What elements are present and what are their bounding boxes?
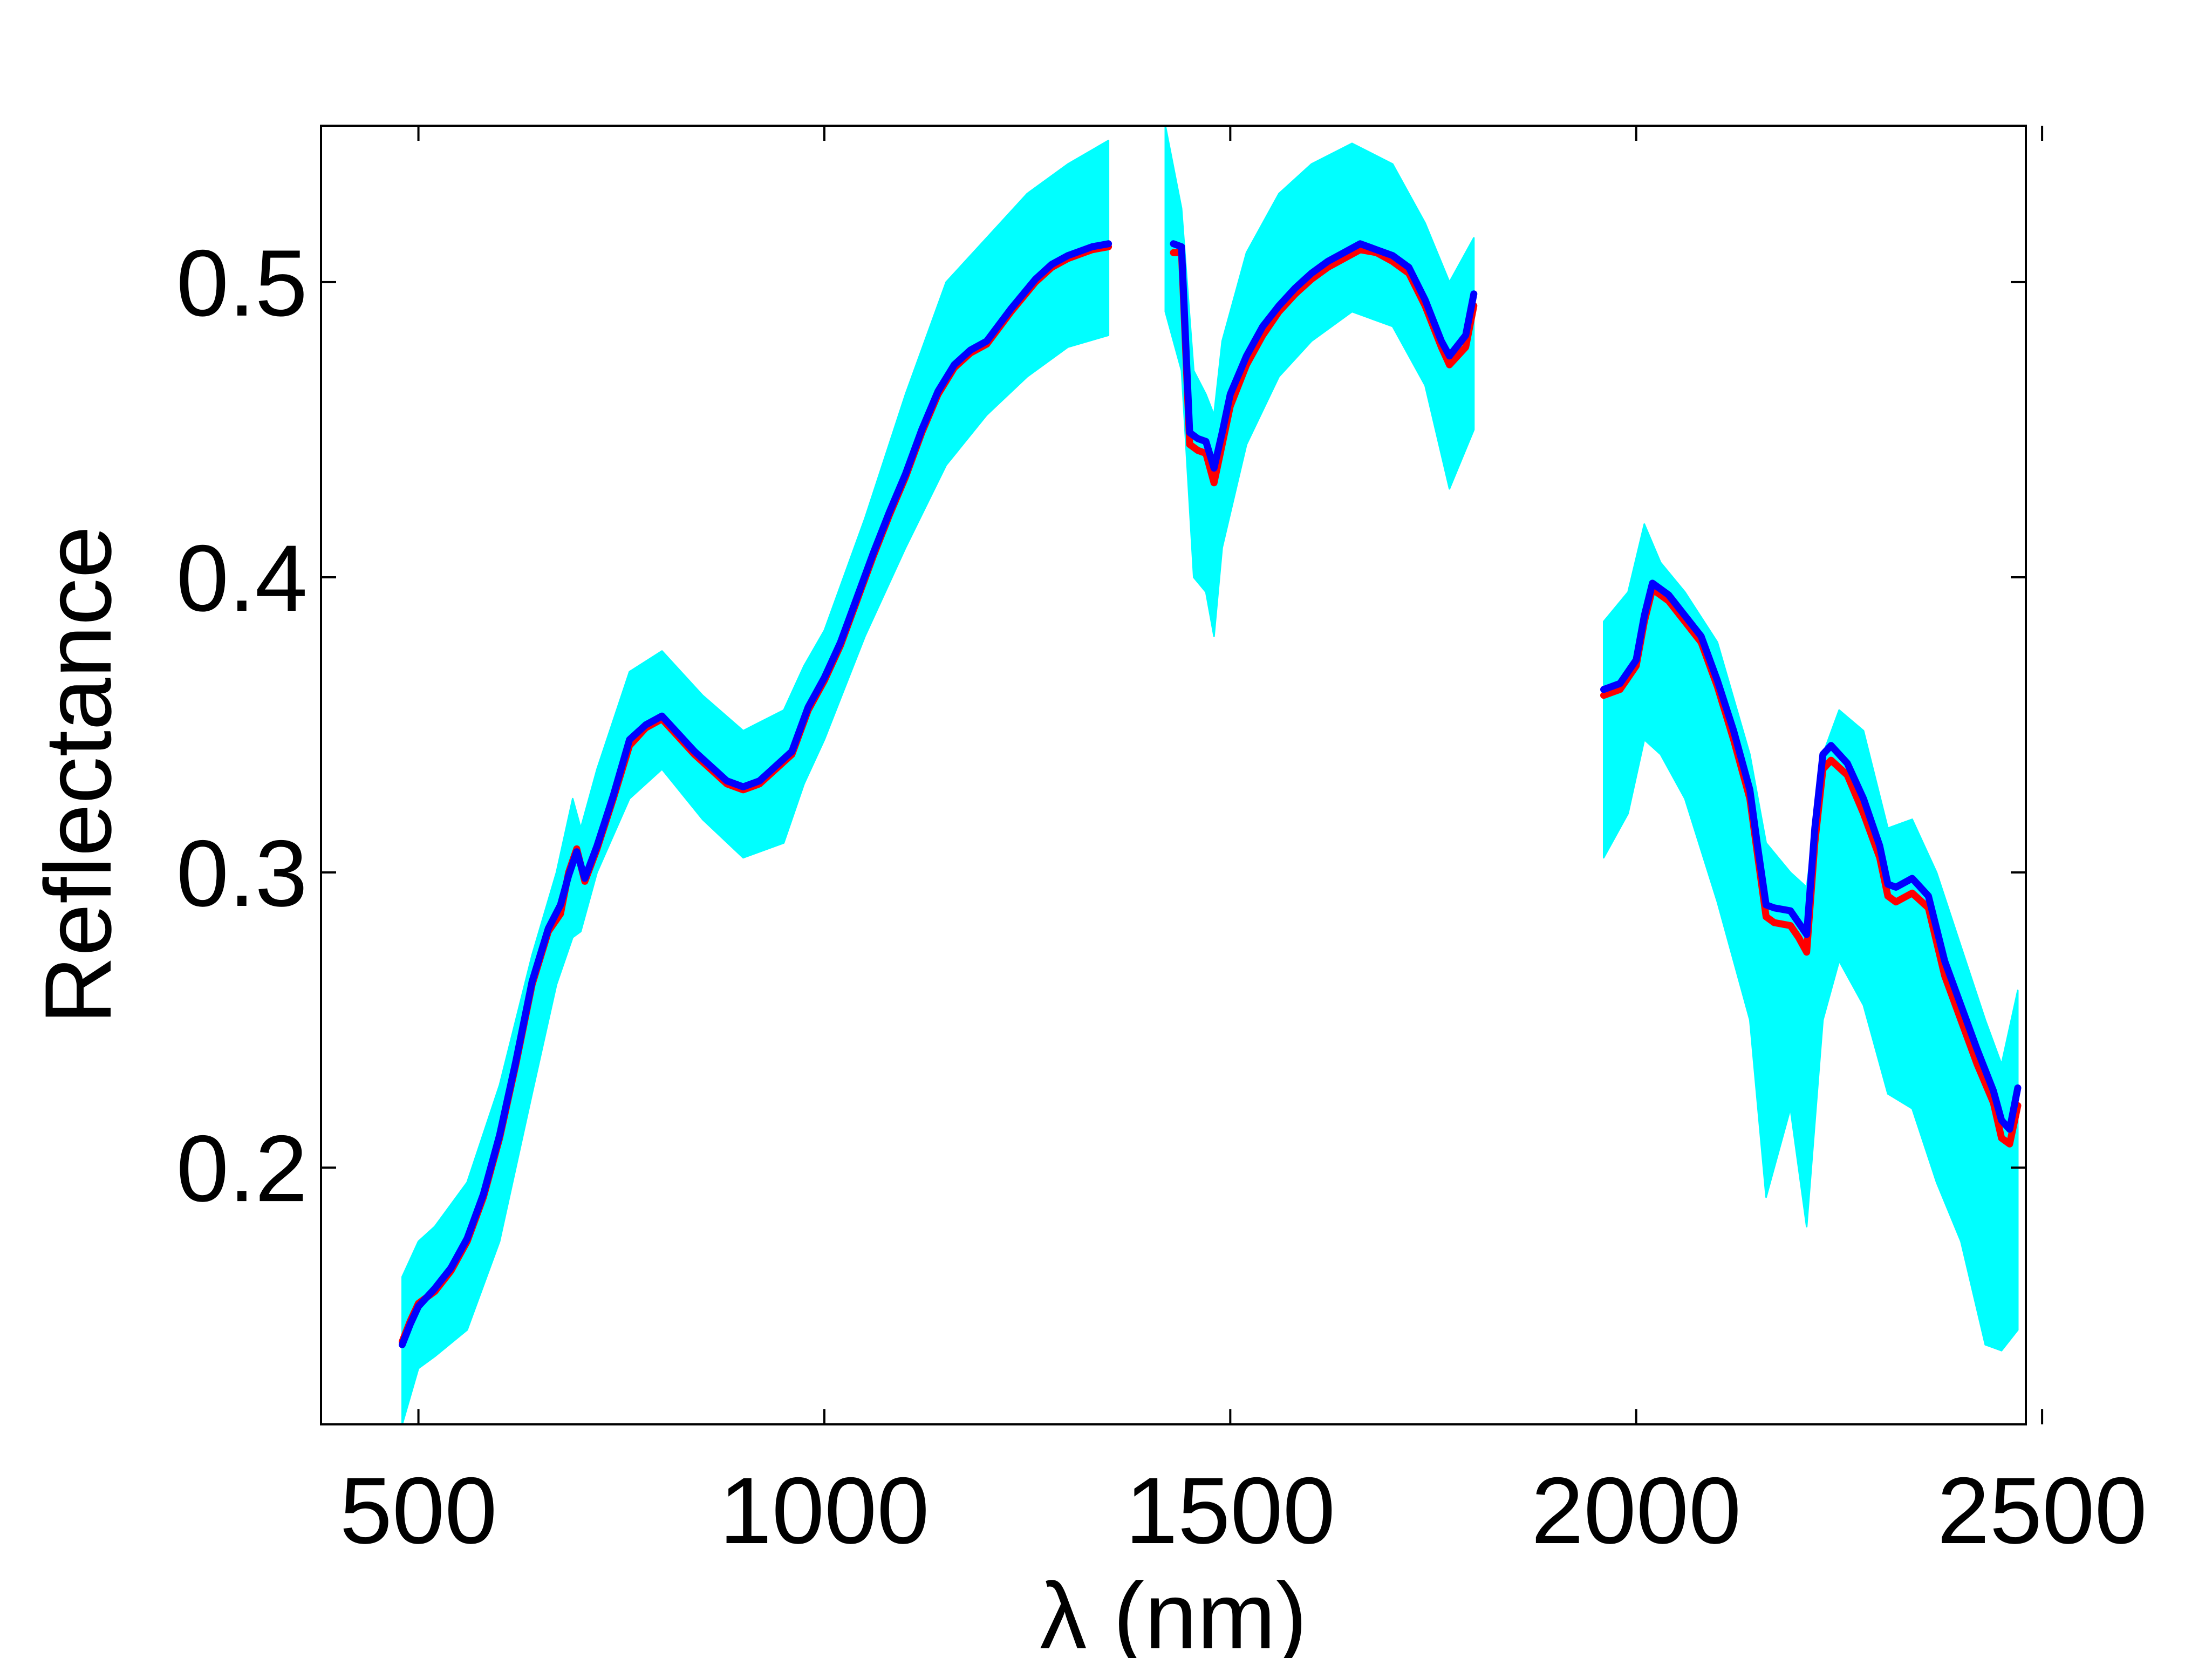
x-tick-label: 1500	[1125, 1458, 1335, 1564]
axes-frame	[320, 125, 2027, 1425]
blue-series-line-segment-2	[1170, 240, 1478, 472]
blue-series-line-segment-3	[1600, 579, 2022, 1133]
y-tick-label: 0.4	[176, 526, 308, 631]
axis-ticks: 500 1000 1500 2000 2500 0.2 0.3 0.4 0.5	[176, 126, 2147, 1564]
plot-area	[399, 126, 2022, 1424]
y-tick-label: 0.3	[176, 821, 308, 926]
y-axis-title: Reflectance	[26, 526, 131, 1024]
x-tick-label: 2500	[1937, 1458, 2147, 1564]
y-tick-label: 0.2	[176, 1116, 308, 1222]
x-tick-label: 2000	[1531, 1458, 1741, 1564]
x-tick-label: 500	[340, 1458, 497, 1564]
y-tick-label: 0.5	[176, 231, 308, 336]
envelope-band-segment-2	[1164, 126, 1475, 637]
x-axis-title: λ (nm)	[1040, 1564, 1307, 1658]
blue-series-line-segment-1	[399, 240, 1112, 1348]
x-tick-label: 1000	[719, 1458, 929, 1564]
